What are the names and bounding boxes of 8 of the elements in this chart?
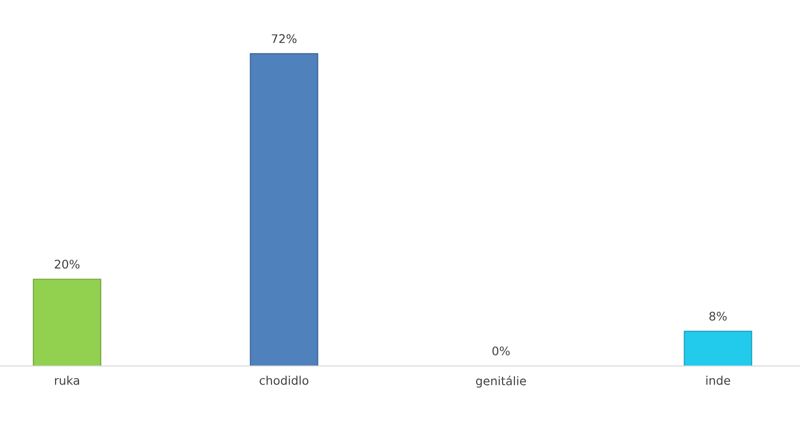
data-label: 0% <box>492 346 510 356</box>
x-tick-label: chodidlo <box>260 376 308 385</box>
x-tick-label: ruka <box>55 376 80 385</box>
x-tick-label: genitálie <box>476 376 526 388</box>
data-label: 20% <box>54 260 80 269</box>
x-tick-label: inde <box>706 376 730 385</box>
data-label: 72% <box>272 34 296 44</box>
data-label: 8% <box>709 312 727 321</box>
